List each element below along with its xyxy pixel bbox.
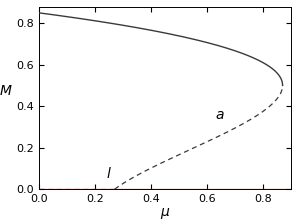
Text: a: a [215,108,224,122]
Text: l: l [106,167,110,181]
Y-axis label: M: M [0,84,11,98]
X-axis label: μ: μ [160,205,169,219]
